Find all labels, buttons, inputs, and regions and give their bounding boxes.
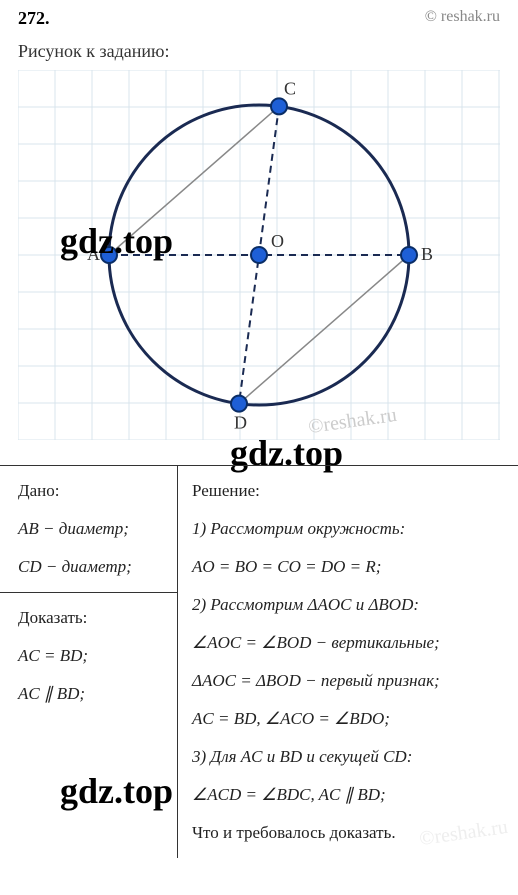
svg-text:B: B: [421, 244, 433, 264]
prove-line: AC = BD;: [18, 637, 167, 675]
site-credit: © reshak.ru: [425, 8, 500, 29]
gdz-watermark-3: gdz.top: [60, 770, 173, 812]
solution-step: AO = BO = CO = DO = R;: [192, 548, 506, 586]
solution-column: Решение: 1) Рассмотрим окружность: AO = …: [178, 466, 518, 858]
solution-step: ∠AOC = ∠BOD − вертикальные;: [192, 624, 506, 662]
solution-step: 1) Рассмотрим окружность:: [192, 510, 506, 548]
svg-text:O: O: [271, 231, 284, 251]
prove-line: AC ∥ BD;: [18, 675, 167, 713]
solution-step: 3) Для AC и BD и секущей CD:: [192, 738, 506, 776]
solution-title: Решение:: [192, 472, 506, 510]
svg-text:A: A: [87, 244, 100, 264]
problem-number: 272.: [18, 8, 50, 29]
prove-title: Доказать:: [18, 599, 167, 637]
geometry-diagram: A B C D O: [18, 70, 500, 440]
given-line: CD − диаметр;: [18, 548, 167, 586]
subtitle: Рисунок к заданию:: [0, 31, 518, 70]
header: 272. © reshak.ru: [0, 0, 518, 31]
diagram-area: A B C D O ©reshak.ru: [18, 70, 500, 440]
svg-text:D: D: [234, 413, 247, 433]
solution-step: ΔAOC = ΔBOD − первый признак;: [192, 662, 506, 700]
given-line: AB − диаметр;: [18, 510, 167, 548]
svg-text:C: C: [284, 78, 296, 98]
separator: [0, 592, 177, 593]
solution-step: AC = BD, ∠ACO = ∠BDO;: [192, 700, 506, 738]
solution-step: 2) Рассмотрим ΔAOC и ΔBOD:: [192, 586, 506, 624]
solution-step: ∠ACD = ∠BDC, AC ∥ BD;: [192, 776, 506, 814]
given-title: Дано:: [18, 472, 167, 510]
